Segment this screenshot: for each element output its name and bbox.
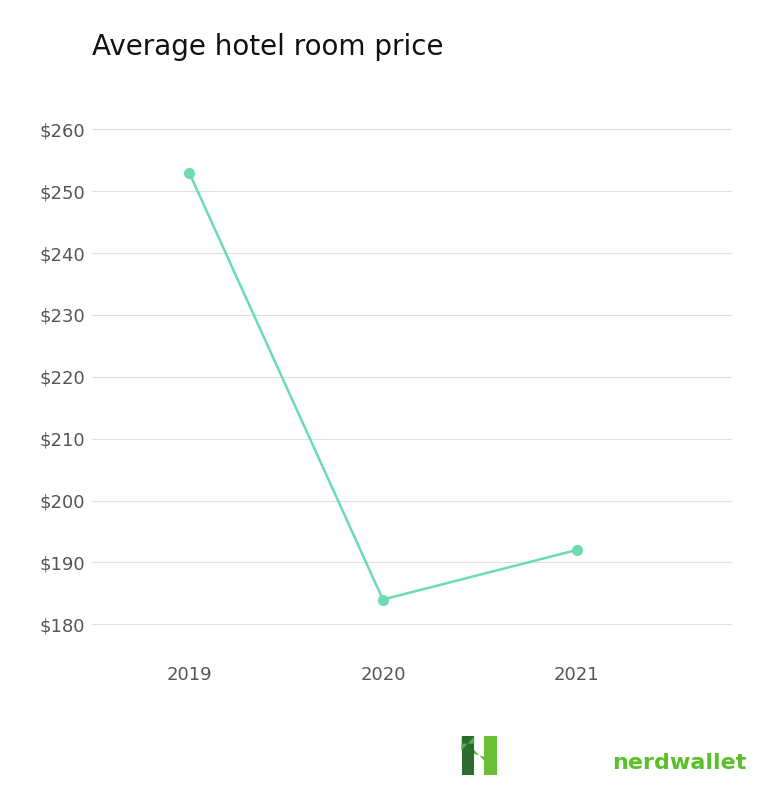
Point	[183, 166, 196, 179]
Point	[571, 543, 583, 556]
Polygon shape	[484, 737, 497, 774]
Point	[377, 593, 389, 606]
Text: Average hotel room price: Average hotel room price	[92, 33, 444, 61]
Polygon shape	[461, 737, 497, 774]
Polygon shape	[461, 737, 474, 750]
Text: nerdwallet: nerdwallet	[612, 753, 747, 773]
Polygon shape	[461, 737, 474, 774]
